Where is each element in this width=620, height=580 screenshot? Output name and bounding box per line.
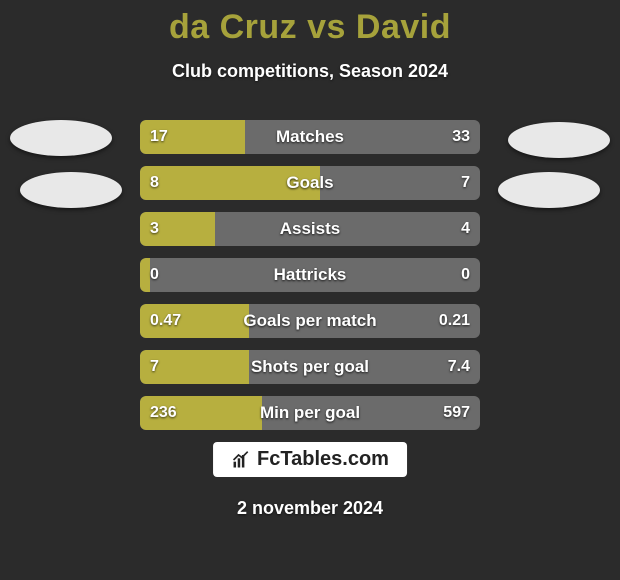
stats-area: 1733Matches87Goals34Assists00Hattricks0.… [0, 120, 620, 442]
value-left: 0 [150, 258, 159, 292]
right-team-badge [498, 172, 600, 208]
value-left: 236 [150, 396, 177, 430]
brand-box[interactable]: FcTables.com [213, 442, 407, 477]
value-left: 7 [150, 350, 159, 384]
value-left: 8 [150, 166, 159, 200]
value-left: 17 [150, 120, 168, 154]
left-team-badge [20, 172, 122, 208]
stat-row: 00Hattricks [0, 258, 620, 292]
stat-row: 0.470.21Goals per match [0, 304, 620, 338]
bar-track [140, 120, 480, 154]
value-right: 597 [443, 396, 470, 430]
stat-row: 236597Min per goal [0, 396, 620, 430]
bar-track [140, 350, 480, 384]
bar-left [140, 166, 320, 200]
page-subtitle: Club competitions, Season 2024 [0, 61, 620, 82]
value-right: 33 [452, 120, 470, 154]
bar-track [140, 396, 480, 430]
bar-track [140, 258, 480, 292]
value-right: 7.4 [448, 350, 470, 384]
stat-row: 77.4Shots per goal [0, 350, 620, 384]
comparison-card: da Cruz vs David Club competitions, Seas… [0, 0, 620, 580]
date-text: 2 november 2024 [0, 498, 620, 519]
stat-row: 34Assists [0, 212, 620, 246]
value-left: 0.47 [150, 304, 181, 338]
value-left: 3 [150, 212, 159, 246]
value-right: 0 [461, 258, 470, 292]
bar-track [140, 304, 480, 338]
bar-left [140, 258, 150, 292]
bar-track [140, 212, 480, 246]
value-right: 0.21 [439, 304, 470, 338]
left-team-badge [10, 120, 112, 156]
page-title: da Cruz vs David [0, 0, 620, 47]
chart-icon [231, 450, 251, 470]
right-team-badge [508, 122, 610, 158]
bar-track [140, 166, 480, 200]
value-right: 7 [461, 166, 470, 200]
brand-text: FcTables.com [257, 448, 389, 471]
value-right: 4 [461, 212, 470, 246]
